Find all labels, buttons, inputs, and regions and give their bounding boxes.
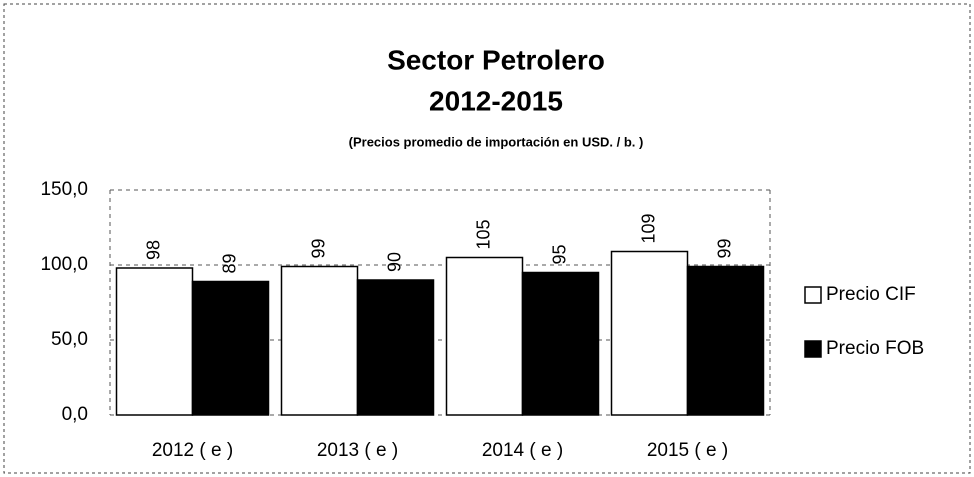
bar xyxy=(686,265,765,416)
data-label: 95 xyxy=(549,244,569,264)
chart-title: Sector Petrolero xyxy=(387,44,605,75)
y-tick-label: 150,0 xyxy=(40,179,88,200)
chart-subtitle: 2012-2015 xyxy=(429,85,563,116)
data-label: 99 xyxy=(714,238,734,258)
data-label: 90 xyxy=(384,252,404,272)
bar xyxy=(115,267,194,416)
bar xyxy=(445,256,524,416)
data-label: 99 xyxy=(308,238,328,258)
bar xyxy=(356,279,435,416)
y-tick-label: 50,0 xyxy=(51,329,88,350)
bar xyxy=(280,265,359,416)
legend-label: Precio CIF xyxy=(826,284,916,305)
chart-border xyxy=(3,3,971,474)
data-label: 89 xyxy=(219,253,239,273)
data-label: 98 xyxy=(143,240,163,260)
legend-swatch xyxy=(804,286,822,304)
data-label: 105 xyxy=(473,219,493,249)
legend-label: Precio FOB xyxy=(826,338,924,359)
bar xyxy=(191,280,270,416)
data-label: 109 xyxy=(638,213,658,243)
bar xyxy=(521,271,600,416)
x-tick-label: 2015 ( e ) xyxy=(647,440,728,461)
bar xyxy=(610,250,689,416)
y-tick-label: 100,0 xyxy=(40,254,88,275)
y-tick-label: 0,0 xyxy=(62,404,88,425)
x-tick-label: 2013 ( e ) xyxy=(317,440,398,461)
x-tick-label: 2012 ( e ) xyxy=(152,440,233,461)
legend-swatch xyxy=(804,340,822,358)
x-tick-label: 2014 ( e ) xyxy=(482,440,563,461)
chart-note: (Precios promedio de importación en USD.… xyxy=(349,134,644,149)
